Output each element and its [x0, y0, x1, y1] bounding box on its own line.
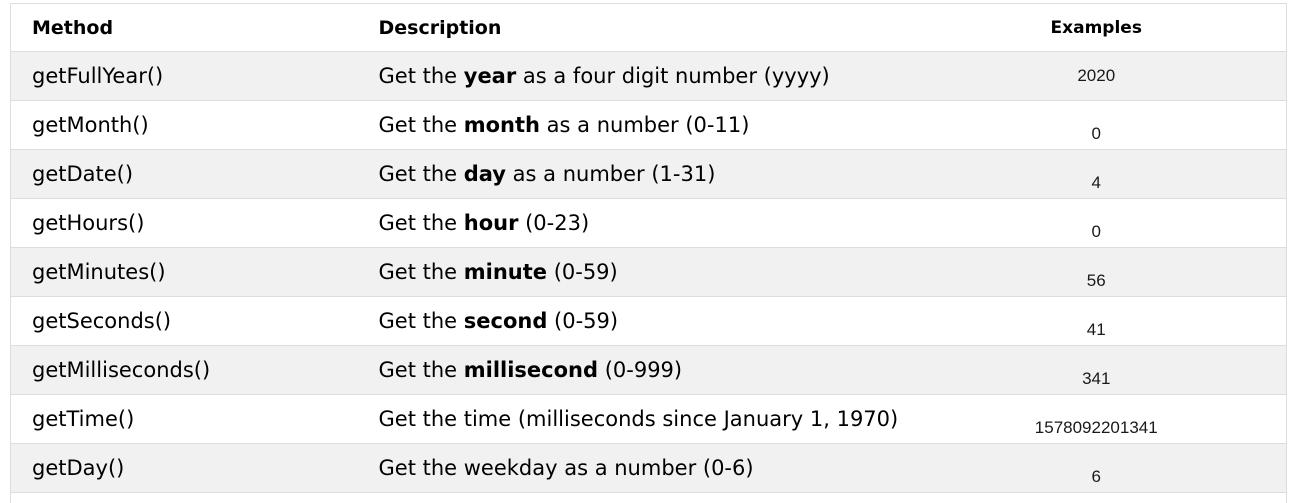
description-cell: Get the weekday as a number (0-6): [357, 443, 907, 493]
empty-cell: [11, 493, 358, 503]
description-text: as a number (0-11): [540, 113, 750, 137]
table-row: getHours() Get the hour (0-23) 0: [10, 198, 1287, 248]
table-row: getDate() Get the day as a number (1-31)…: [10, 149, 1287, 199]
description-text: Get the: [378, 309, 464, 333]
example-cell: 0: [906, 198, 1287, 248]
example-cell: 6: [906, 443, 1287, 493]
example-cell: 0: [906, 100, 1287, 150]
description-text: (0-59): [547, 260, 618, 284]
description-text: (0-999): [598, 358, 683, 382]
description-text: as a four digit number (yyyy): [516, 64, 830, 88]
method-cell: getFullYear(): [10, 51, 358, 101]
table-row: getDay() Get the weekday as a number (0-…: [10, 443, 1287, 493]
example-cell: 1578092201341: [906, 394, 1287, 444]
table-body: getFullYear() Get the year as a four dig…: [10, 51, 1287, 503]
description-text: (0-59): [547, 309, 619, 333]
description-cell: Get the hour (0-23): [357, 198, 907, 248]
description-text: Get the: [378, 358, 464, 382]
example-value: 56: [1086, 271, 1106, 290]
description-text: Get the time (milliseconds since January…: [378, 407, 899, 431]
description-cell: Get the time (milliseconds since January…: [357, 394, 907, 444]
description-text: as a number (1-31): [506, 162, 716, 186]
empty-cell: [907, 493, 1287, 503]
example-cell: 4: [906, 149, 1287, 199]
table-row: getMonth() Get the month as a number (0-…: [10, 100, 1287, 150]
description-keyword: millisecond: [463, 358, 599, 382]
description-cell: Get the month as a number (0-11): [357, 100, 907, 150]
method-cell: getDay(): [10, 443, 358, 493]
description-cell: Get the second (0-59): [357, 296, 907, 346]
column-header-description: Description: [357, 3, 907, 52]
description-keyword: year: [463, 64, 517, 88]
description-text: Get the weekday as a number (0-6): [378, 456, 754, 480]
table-row: getFullYear() Get the year as a four dig…: [10, 51, 1287, 101]
description-text: Get the: [378, 260, 464, 284]
description-text: (0-23): [518, 211, 590, 235]
description-keyword: minute: [463, 260, 548, 284]
table-row: getMinutes() Get the minute (0-59) 56: [10, 247, 1287, 297]
method-cell: getMilliseconds(): [10, 345, 358, 395]
description-text: Get the: [378, 162, 464, 186]
description-keyword: hour: [463, 211, 519, 235]
example-value: 341: [1082, 369, 1111, 388]
example-value: 1578092201341: [1034, 418, 1158, 437]
header-row: Method Description Examples: [10, 3, 1287, 52]
table-header: Method Description Examples: [10, 3, 1287, 52]
example-cell: 41: [906, 296, 1287, 346]
example-value: 41: [1086, 320, 1106, 339]
description-text: Get the: [378, 113, 464, 137]
description-keyword: second: [463, 309, 548, 333]
table-row: getTime() Get the time (milliseconds sin…: [10, 394, 1287, 444]
example-value: 2020: [1077, 66, 1116, 85]
column-header-method: Method: [10, 3, 358, 52]
description-cell: Get the day as a number (1-31): [357, 149, 907, 199]
method-cell: getHours(): [10, 198, 358, 248]
table-row: getMilliseconds() Get the millisecond (0…: [10, 345, 1287, 395]
method-cell: getDate(): [10, 149, 358, 199]
column-header-examples: Examples: [906, 3, 1287, 52]
example-value: 0: [1091, 222, 1101, 241]
example-value: 0: [1091, 124, 1101, 143]
clipped-partial-row: [10, 492, 1287, 503]
method-cell: getMinutes(): [10, 247, 358, 297]
description-text: Get the: [378, 64, 464, 88]
method-cell: getTime(): [10, 394, 358, 444]
description-cell: Get the minute (0-59): [357, 247, 907, 297]
description-keyword: month: [463, 113, 540, 137]
method-cell: getSeconds(): [10, 296, 358, 346]
description-keyword: day: [463, 162, 506, 186]
date-methods-table: Method Description Examples getFullYear(…: [10, 3, 1287, 503]
empty-cell: [358, 493, 907, 503]
method-cell: getMonth(): [10, 100, 358, 150]
example-cell: 56: [906, 247, 1287, 297]
example-value: 6: [1091, 467, 1101, 486]
table-row: getSeconds() Get the second (0-59) 41: [10, 296, 1287, 346]
example-value: 4: [1091, 173, 1101, 192]
description-text: Get the: [378, 211, 464, 235]
description-cell: Get the millisecond (0-999): [357, 345, 907, 395]
description-cell: Get the year as a four digit number (yyy…: [357, 51, 907, 101]
example-cell: 2020: [906, 51, 1287, 101]
example-cell: 341: [906, 345, 1287, 395]
